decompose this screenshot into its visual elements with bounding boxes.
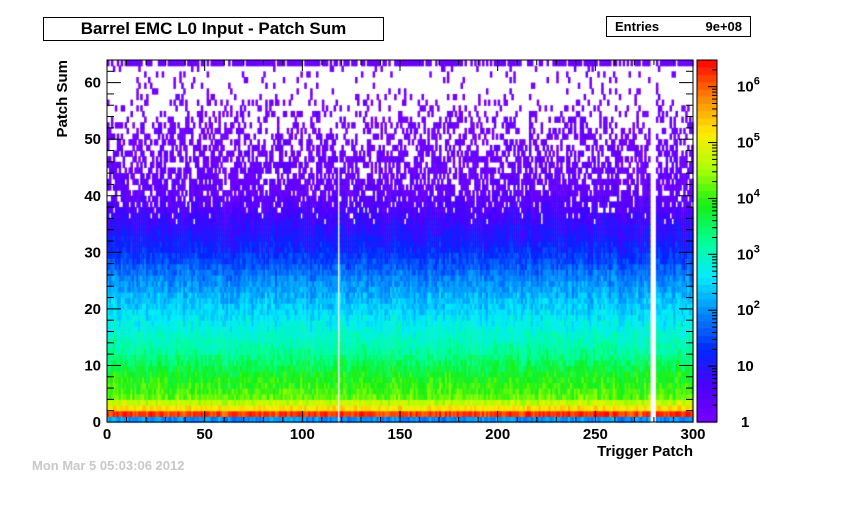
- y-tick-label: 0: [93, 414, 101, 431]
- palette-tick-label: 10: [737, 358, 754, 375]
- timestamp-text: Mon Mar 5 05:03:06 2012: [32, 458, 185, 473]
- chart-title: Barrel EMC L0 Input - Patch Sum: [43, 17, 384, 41]
- palette-tick-label: 102: [737, 299, 760, 319]
- x-tick-label: 50: [196, 426, 213, 443]
- palette-tick-label: 106: [737, 76, 760, 96]
- palette-tick-label: 105: [737, 132, 760, 152]
- y-tick-label: 60: [84, 75, 101, 92]
- x-axis-title: Trigger Patch: [597, 443, 693, 460]
- x-tick-label: 150: [387, 426, 412, 443]
- stats-entries-label: Entries: [615, 19, 660, 34]
- palette-tick-label: 104: [737, 187, 761, 207]
- y-axis-title: Patch Sum: [54, 60, 71, 138]
- y-tick-label: 50: [84, 131, 101, 148]
- x-tick-label: 250: [583, 426, 608, 443]
- y-tick-label: 20: [84, 301, 101, 318]
- palette-frame: [696, 59, 718, 423]
- stats-entries-value: 9e+08: [705, 19, 742, 34]
- y-tick-label: 10: [84, 357, 101, 374]
- palette-tick-label: 1: [741, 414, 749, 431]
- stats-box: Entries 9e+08: [606, 16, 751, 37]
- y-tick-label: 40: [84, 188, 101, 205]
- x-tick-label: 200: [485, 426, 510, 443]
- x-tick-label: 100: [290, 426, 315, 443]
- x-tick-label: 300: [680, 426, 705, 443]
- plot-frame: [106, 59, 694, 423]
- x-tick-label: 0: [103, 426, 111, 443]
- palette-tick-label: 103: [737, 243, 760, 263]
- y-tick-label: 30: [84, 244, 101, 261]
